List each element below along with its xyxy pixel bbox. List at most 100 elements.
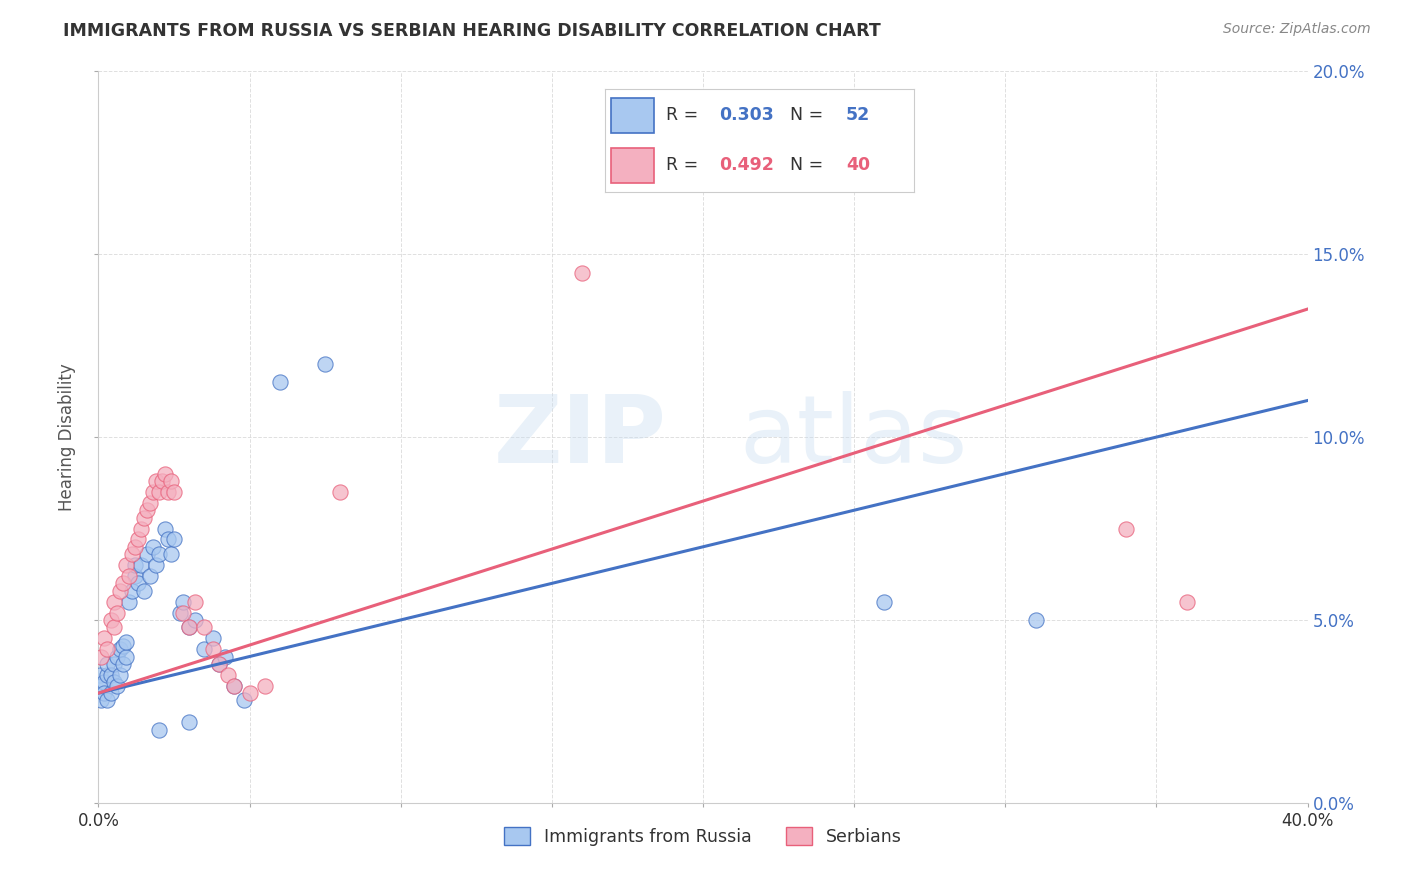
- Point: [111, 576, 134, 591]
- Point: [100, 667, 122, 681]
- Point: [571, 266, 593, 280]
- Point: [118, 594, 141, 608]
- Point: [172, 606, 194, 620]
- Point: [184, 594, 207, 608]
- Point: [193, 642, 215, 657]
- Point: [114, 635, 136, 649]
- Point: [108, 667, 131, 681]
- Point: [105, 679, 128, 693]
- Point: [96, 657, 118, 671]
- Point: [214, 649, 236, 664]
- Text: N =: N =: [790, 106, 830, 124]
- Point: [217, 667, 239, 681]
- Point: [124, 540, 146, 554]
- Point: [121, 583, 143, 598]
- Point: [96, 667, 118, 681]
- Point: [148, 485, 170, 500]
- Point: [1024, 613, 1046, 627]
- Point: [202, 642, 225, 657]
- Y-axis label: Hearing Disability: Hearing Disability: [58, 363, 76, 511]
- Point: [135, 503, 157, 517]
- Point: [114, 558, 136, 573]
- Point: [90, 693, 112, 707]
- Point: [103, 657, 125, 671]
- Point: [169, 606, 191, 620]
- Text: Source: ZipAtlas.com: Source: ZipAtlas.com: [1223, 22, 1371, 37]
- Point: [253, 679, 276, 693]
- Point: [100, 686, 122, 700]
- Point: [150, 474, 173, 488]
- Point: [114, 649, 136, 664]
- Point: [100, 613, 122, 627]
- Point: [156, 533, 179, 547]
- Point: [184, 613, 207, 627]
- Point: [105, 606, 128, 620]
- Text: R =: R =: [666, 106, 704, 124]
- Point: [103, 594, 125, 608]
- Point: [153, 521, 176, 535]
- Point: [132, 510, 155, 524]
- Point: [89, 667, 111, 681]
- Point: [142, 540, 165, 554]
- Point: [179, 620, 201, 634]
- Point: [111, 657, 134, 671]
- Point: [224, 679, 246, 693]
- Point: [93, 632, 115, 646]
- Point: [103, 675, 125, 690]
- Point: [142, 485, 165, 500]
- Text: 0.492: 0.492: [718, 155, 773, 174]
- Point: [135, 547, 157, 561]
- Point: [148, 547, 170, 561]
- Point: [90, 649, 112, 664]
- Point: [124, 558, 146, 573]
- Text: R =: R =: [666, 155, 704, 174]
- Point: [163, 485, 186, 500]
- Text: IMMIGRANTS FROM RUSSIA VS SERBIAN HEARING DISABILITY CORRELATION CHART: IMMIGRANTS FROM RUSSIA VS SERBIAN HEARIN…: [63, 22, 882, 40]
- Point: [269, 375, 291, 389]
- Point: [873, 594, 896, 608]
- Point: [224, 679, 246, 693]
- Point: [145, 474, 167, 488]
- Point: [208, 657, 231, 671]
- Legend: Immigrants from Russia, Serbians: Immigrants from Russia, Serbians: [496, 820, 910, 853]
- FancyBboxPatch shape: [610, 98, 654, 133]
- Point: [208, 657, 231, 671]
- Point: [121, 547, 143, 561]
- Text: ZIP: ZIP: [494, 391, 666, 483]
- Point: [314, 357, 336, 371]
- Point: [129, 558, 152, 573]
- Point: [193, 620, 215, 634]
- Point: [90, 679, 112, 693]
- Text: 0.303: 0.303: [718, 106, 773, 124]
- Text: 40: 40: [846, 155, 870, 174]
- Point: [96, 642, 118, 657]
- Text: atlas: atlas: [740, 391, 967, 483]
- Point: [153, 467, 176, 481]
- Text: 52: 52: [846, 106, 870, 124]
- Point: [93, 675, 115, 690]
- Point: [129, 521, 152, 535]
- Point: [160, 547, 183, 561]
- Point: [132, 583, 155, 598]
- Point: [145, 558, 167, 573]
- Point: [179, 620, 201, 634]
- Point: [118, 569, 141, 583]
- Point: [179, 715, 201, 730]
- Point: [156, 485, 179, 500]
- Point: [139, 496, 162, 510]
- Point: [202, 632, 225, 646]
- Point: [172, 594, 194, 608]
- Point: [127, 533, 149, 547]
- Point: [1175, 594, 1198, 608]
- Point: [108, 583, 131, 598]
- Point: [124, 569, 146, 583]
- FancyBboxPatch shape: [610, 148, 654, 183]
- Point: [163, 533, 186, 547]
- Text: N =: N =: [790, 155, 830, 174]
- Point: [232, 693, 254, 707]
- Point: [239, 686, 262, 700]
- Point: [111, 639, 134, 653]
- Point: [105, 649, 128, 664]
- Point: [139, 569, 162, 583]
- Point: [93, 686, 115, 700]
